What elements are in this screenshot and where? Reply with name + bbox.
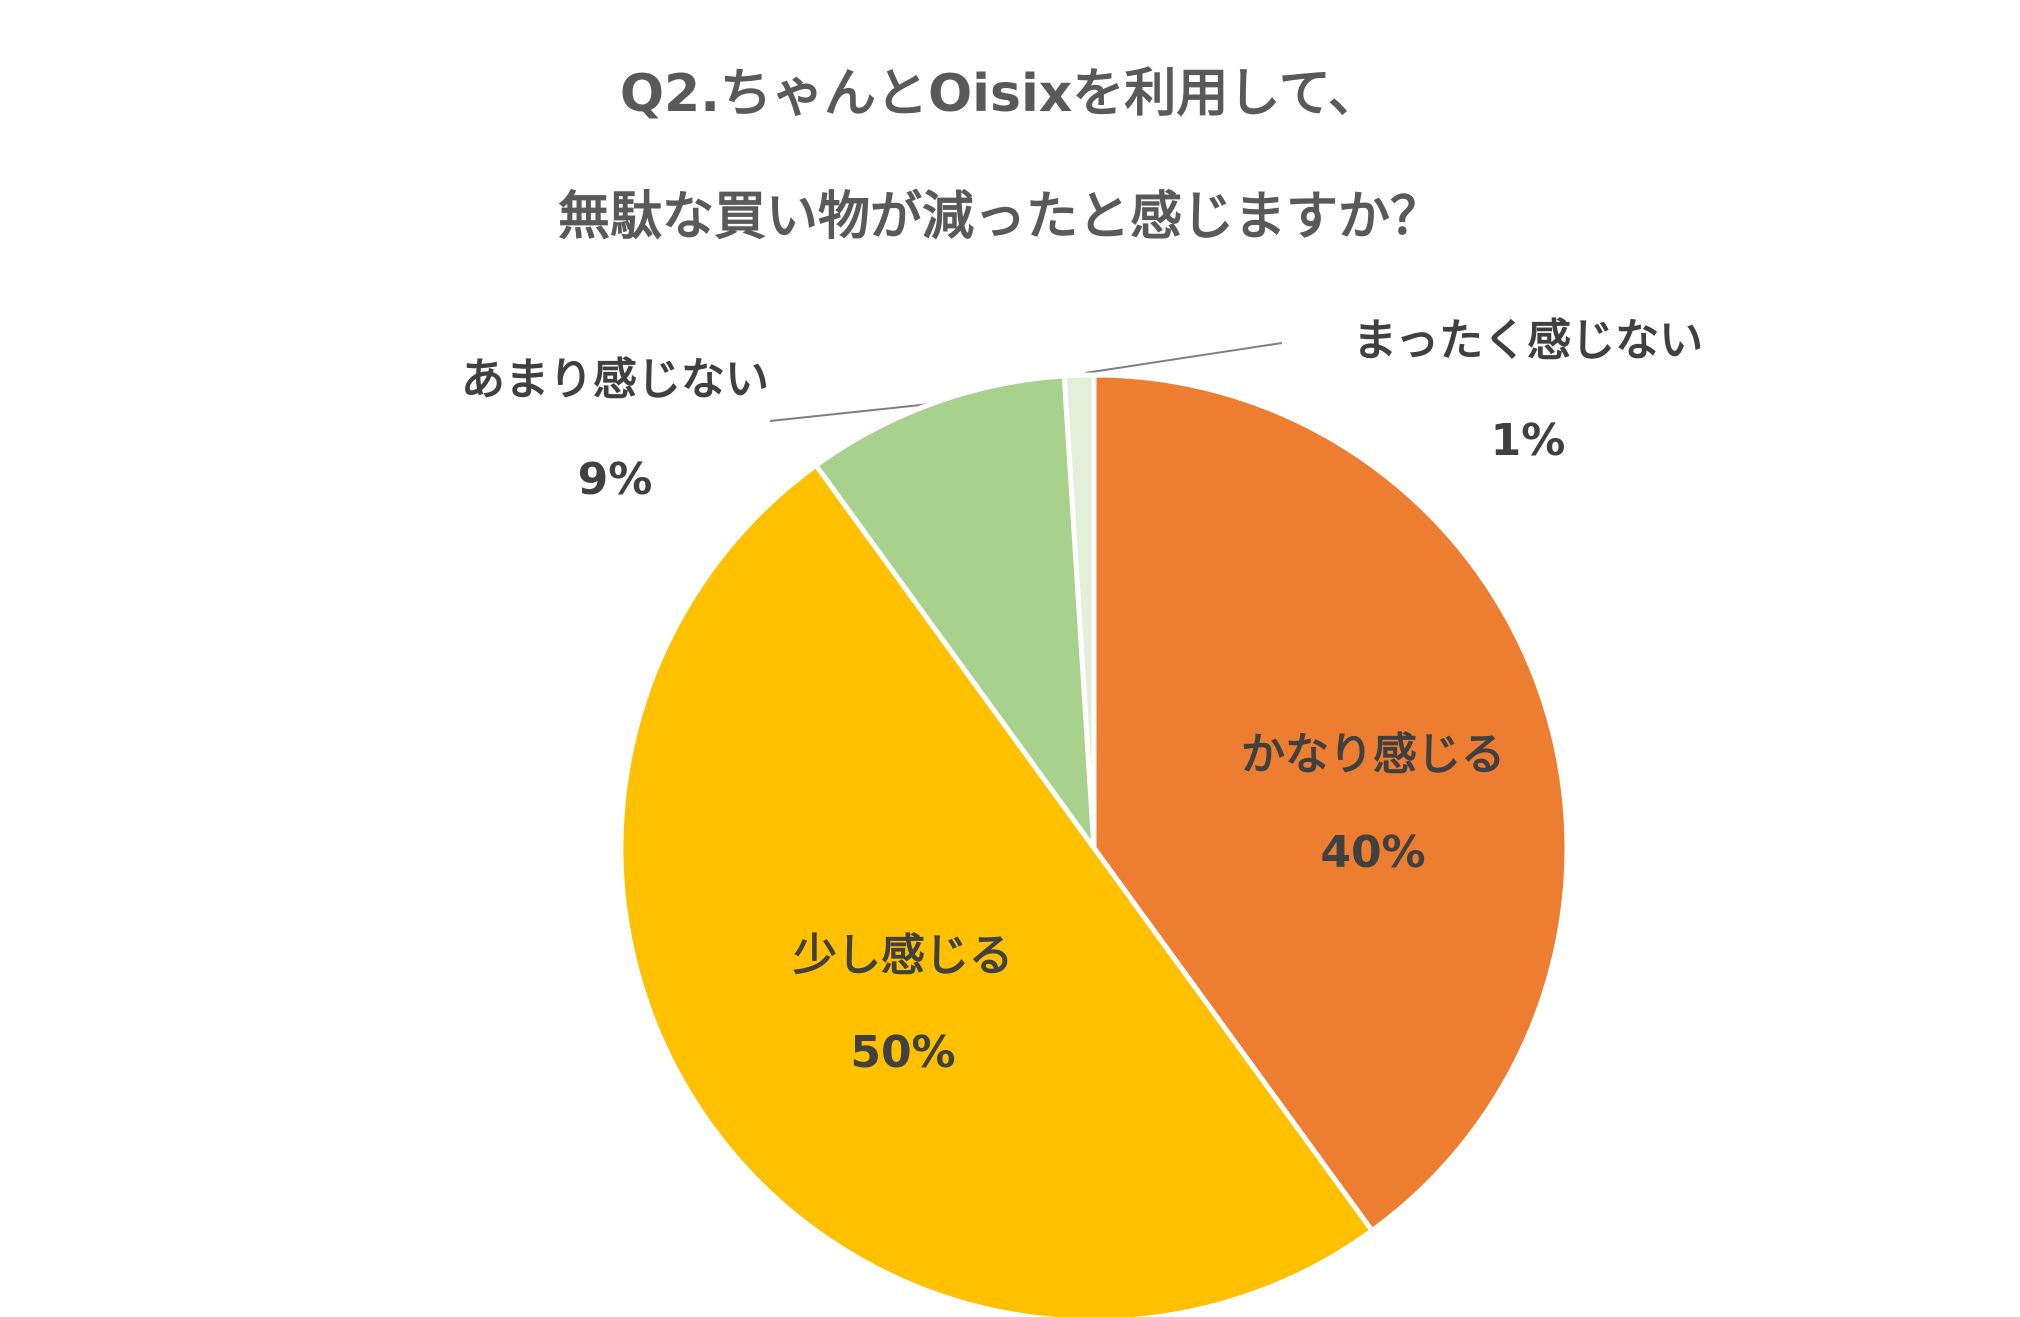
slice-label: かなり感じる [1241, 729, 1505, 780]
chart-title: 無駄な買い物が減ったと感じますか？ [558, 187, 1442, 247]
slice-label: あまり感じない [461, 354, 769, 405]
pie-slice [1061, 372, 1097, 849]
value-label: 50% [850, 1027, 955, 1078]
leader-line [769, 403, 931, 422]
slice-label: まったく感じない [1353, 315, 1703, 366]
pie-slice [1091, 372, 1570, 1235]
chart-title: Q2.ちゃんとOisixを利用して、 [620, 64, 1380, 124]
value-label: 1% [1491, 415, 1566, 466]
slice-label: 少し感じる [793, 930, 1013, 981]
value-label: 40% [1320, 827, 1425, 878]
pie-slice [812, 373, 1098, 857]
pie-slice [618, 461, 1376, 1317]
leader-line [1084, 342, 1283, 374]
value-label: 9% [578, 454, 653, 505]
